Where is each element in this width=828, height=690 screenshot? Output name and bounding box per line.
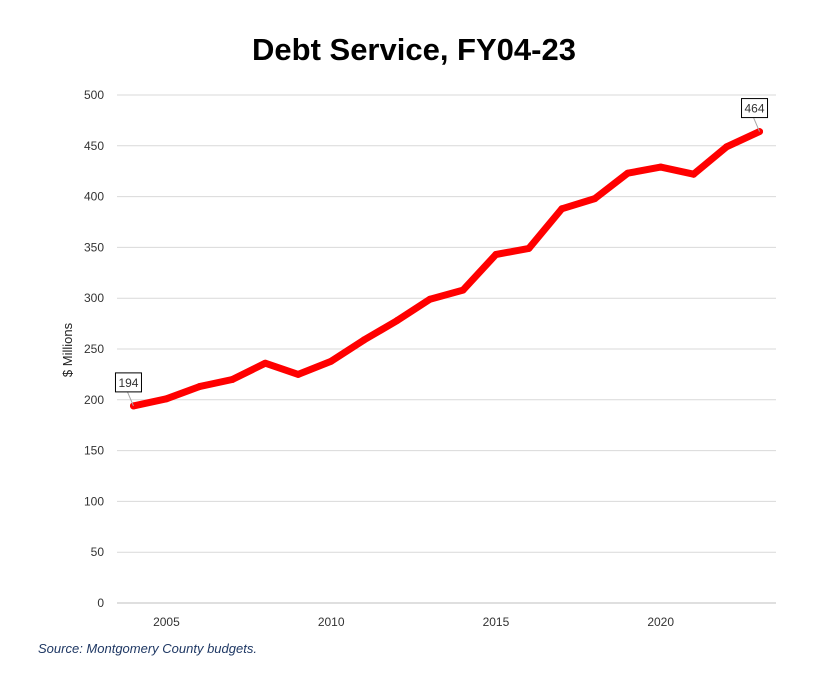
y-tick-label: 450 xyxy=(84,139,104,153)
y-axis-ticks: 0 50 100 150 200 250 300 350 400 450 500 xyxy=(84,88,104,610)
y-tick-label: 350 xyxy=(84,240,104,254)
source-note: Source: Montgomery County budgets. xyxy=(38,641,257,656)
y-tick-label: 300 xyxy=(84,291,104,305)
y-tick-label: 0 xyxy=(97,596,104,610)
data-point xyxy=(690,170,698,178)
data-point xyxy=(723,143,731,151)
data-point xyxy=(294,370,302,378)
data-point xyxy=(360,336,368,344)
data-point xyxy=(228,375,236,383)
data-point xyxy=(591,195,599,203)
x-tick-label: 2015 xyxy=(483,615,510,629)
data-point xyxy=(624,169,632,177)
data-point xyxy=(459,286,467,294)
data-point xyxy=(558,205,566,213)
gridlines xyxy=(117,94,776,553)
data-label-box xyxy=(741,98,769,119)
data-label: 194 xyxy=(114,372,142,407)
data-point xyxy=(327,357,335,365)
data-label: 464 xyxy=(741,98,769,132)
x-tick-label: 2020 xyxy=(647,615,674,629)
y-axis-label: $ Millions xyxy=(60,322,75,377)
series-group xyxy=(129,128,764,410)
y-tick-label: 500 xyxy=(84,88,104,102)
data-point xyxy=(525,244,533,252)
data-point xyxy=(657,163,665,171)
data-point xyxy=(162,395,170,403)
chart-title: Debt Service, FY04-23 xyxy=(252,32,576,67)
y-tick-label: 250 xyxy=(84,342,104,356)
data-labels: 194 464 xyxy=(114,98,769,407)
y-tick-label: 150 xyxy=(84,444,104,458)
y-tick-label: 200 xyxy=(84,393,104,407)
y-tick-label: 100 xyxy=(84,494,104,508)
x-tick-label: 2010 xyxy=(318,615,345,629)
data-point xyxy=(195,383,203,391)
y-tick-label: 50 xyxy=(91,545,105,559)
y-tick-label: 400 xyxy=(84,190,104,204)
data-label-leader xyxy=(127,391,134,407)
data-point xyxy=(492,251,500,259)
x-axis-ticks: 2005 2010 2015 2020 xyxy=(153,615,674,629)
data-point xyxy=(261,359,269,367)
data-label-box xyxy=(114,372,142,393)
data-label-text: 194 xyxy=(118,376,138,390)
data-point xyxy=(426,295,434,303)
data-point xyxy=(393,317,401,325)
data-label-leader xyxy=(753,117,760,132)
series-line xyxy=(130,128,763,410)
x-tick-label: 2005 xyxy=(153,615,180,629)
data-label-text: 464 xyxy=(745,102,765,116)
